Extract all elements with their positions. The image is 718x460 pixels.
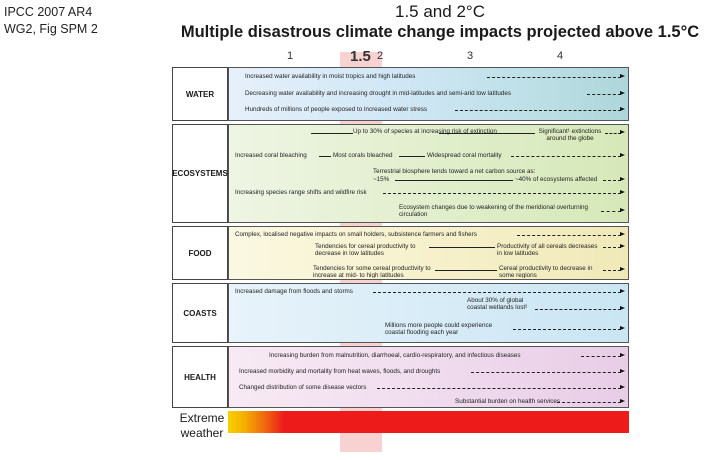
panel-label-coasts: COASTS xyxy=(172,283,228,343)
coasts-arrow-3 xyxy=(513,326,625,331)
eco-item-carbon-source: Terrestrial biosphere tends toward a net… xyxy=(373,168,536,175)
water-arrow-3 xyxy=(455,107,625,112)
panel-water: Increased water availability in moist tr… xyxy=(228,67,629,121)
water-arrow-1 xyxy=(487,74,625,79)
food-item-1: Complex, localised negative impacts on s… xyxy=(235,231,477,238)
water-item-2: Decreasing water availability and increa… xyxy=(245,90,512,97)
eco-item-range-shifts: Increasing species range shifts and wild… xyxy=(235,189,367,196)
health-arrow-2 xyxy=(471,369,625,374)
coasts-item-3: Millions more people could experience co… xyxy=(385,322,493,336)
panel-label-water: WATER xyxy=(172,67,228,121)
health-item-2: Increased morbidity and mortality from h… xyxy=(239,368,441,375)
health-item-3: Changed distribution of some disease vec… xyxy=(239,384,367,391)
panel-label-ecosystems: ECOSYSTEMS xyxy=(172,124,228,223)
eco-item-species: Up to 30% of species at increasing risk … xyxy=(353,128,497,135)
food-item-2: Tendencies for cereal productivity to de… xyxy=(315,243,416,257)
eco-item-40pct: ~40% of ecosystems affected xyxy=(515,176,598,183)
extreme-weather-line-1: Extreme xyxy=(179,411,225,425)
coasts-arrow-1 xyxy=(373,289,625,294)
extreme-weather-line-2: weather xyxy=(180,426,224,440)
food-arrow-3 xyxy=(603,267,625,272)
eco-item-15pct: ~15% xyxy=(373,176,390,183)
axis-tick-1: 1 xyxy=(287,50,294,62)
food-arrow-1 xyxy=(517,232,625,237)
source-line-2: WG2, Fig SPM 2 xyxy=(4,22,98,36)
eco-arrow-1 xyxy=(605,130,625,135)
eco-item-coral-mortality: Widespread coral mortality xyxy=(427,152,502,159)
eco-arrow-4 xyxy=(383,190,625,195)
extreme-weather-bar xyxy=(228,411,629,433)
axis-tick-2: 2 xyxy=(377,50,384,62)
eco-item-extinctions: Significant¹ extinctions around the glob… xyxy=(538,128,602,142)
food-line-2 xyxy=(435,270,497,271)
extreme-weather-label: Extreme weather xyxy=(172,411,232,441)
eco-line-4 xyxy=(399,156,425,157)
panel-label-health: HEALTH xyxy=(172,346,228,408)
eco-line-5 xyxy=(395,180,513,181)
health-item-1: Increasing burden from malnutrition, dia… xyxy=(269,352,521,359)
eco-item-coral-bleaching: Increased coral bleaching xyxy=(235,152,307,159)
food-item-5: Cereal productivity to decrease in some … xyxy=(499,265,593,278)
food-item-4: Tendencies for some cereal productivity … xyxy=(313,265,431,278)
food-arrow-2 xyxy=(603,244,625,249)
axis-tick-1-5: 1.5 xyxy=(350,48,371,65)
water-arrow-2 xyxy=(587,91,625,96)
eco-arrow-5 xyxy=(601,208,625,213)
page-title: Multiple disastrous climate change impac… xyxy=(180,23,700,41)
eco-item-overturning: Ecosystem changes due to weakening of th… xyxy=(399,204,589,218)
coasts-arrow-2 xyxy=(535,306,625,311)
health-arrow-4 xyxy=(557,399,625,404)
eco-line-3 xyxy=(319,156,331,157)
axis-tick-3: 3 xyxy=(467,50,474,62)
source-line-1: IPCC 2007 AR4 xyxy=(4,5,93,19)
panel-label-food: FOOD xyxy=(172,226,228,280)
health-arrow-1 xyxy=(581,353,625,358)
health-arrow-3 xyxy=(377,385,625,390)
eco-line-1 xyxy=(311,133,353,134)
water-item-1: Increased water availability in moist tr… xyxy=(245,73,416,80)
eco-line-2 xyxy=(439,133,535,134)
water-item-3: Hundreds of millions of people exposed t… xyxy=(245,106,428,113)
panel-health: Increasing burden from malnutrition, dia… xyxy=(228,346,629,408)
coasts-item-2: About 30% of global coastal wetlands los… xyxy=(467,297,528,311)
axis-tick-4: 4 xyxy=(557,50,564,62)
food-line-1 xyxy=(429,247,495,248)
eco-arrow-2 xyxy=(511,153,625,158)
subtitle: 1.5 and 2°C xyxy=(395,2,485,21)
coasts-item-1: Increased damage from floods and storms xyxy=(235,288,353,295)
eco-item-corals-bleached: Most corals bleached xyxy=(333,152,393,159)
panel-food: Complex, localised negative impacts on s… xyxy=(228,226,629,280)
panel-ecosystems: Up to 30% of species at increasing risk … xyxy=(228,124,629,223)
health-item-4: Substantial burden on health services xyxy=(455,398,561,405)
eco-arrow-3 xyxy=(603,177,625,182)
food-item-3: Productivity of all cereals decreases in… xyxy=(497,243,598,257)
panel-coasts: Increased damage from floods and storms … xyxy=(228,283,629,343)
